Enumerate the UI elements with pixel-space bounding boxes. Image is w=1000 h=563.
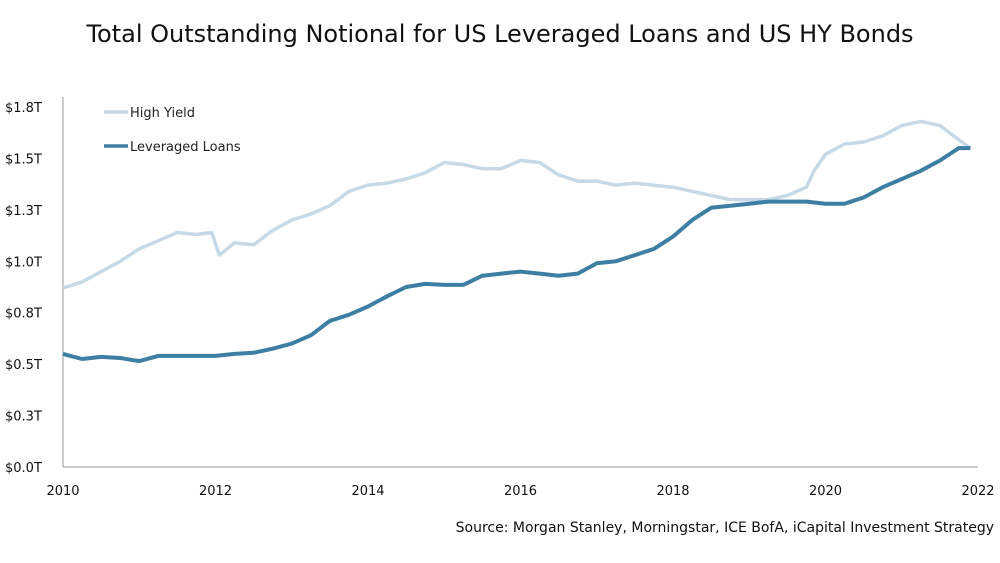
x-tick-label: 2012 [199,484,232,499]
source-note: Source: Morgan Stanley, Morningstar, ICE… [455,520,994,536]
y-tick-label: $1.8T [5,101,42,116]
y-tick-label: $0.0T [5,461,42,476]
y-tick-label: $1.3T [5,204,42,219]
x-tick-label: 2020 [809,484,842,499]
y-tick-label: $1.0T [5,255,42,270]
y-tick-label: $0.5T [5,358,42,373]
legend-label: Leveraged Loans [130,140,241,155]
y-tick-label: $1.5T [5,152,42,167]
x-tick-label: 2022 [961,484,994,499]
y-tick-label: $0.8T [5,307,42,322]
chart-title: Total Outstanding Notional for US Levera… [86,20,914,48]
legend-label: High Yield [130,106,195,121]
x-tick-label: 2018 [656,484,689,499]
x-tick-label: 2014 [351,484,384,499]
series-line-leveraged-loans [62,146,971,364]
x-tick-label: 2016 [504,484,537,499]
y-tick-label: $0.3T [5,410,42,425]
series-line-high-yield [62,119,972,290]
x-tick-label: 2010 [46,484,79,499]
